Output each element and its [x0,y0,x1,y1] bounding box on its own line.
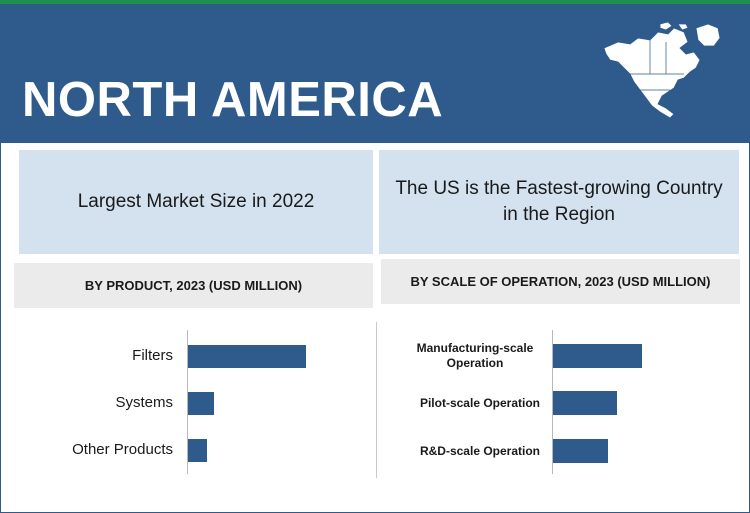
panel-divider [376,322,377,478]
region-header [0,4,750,143]
category-label: Pilot-scale Operation [419,395,540,410]
product-bar-chart: Filters Systems Other Products [0,330,376,478]
category-label: Manufacturing-scale Operation [416,341,534,370]
right-panel-heading: The US is the Fastest-growing Country in… [379,150,739,254]
category-label: Filters [132,347,173,364]
right-panel-subheading: BY SCALE OF OPERATION, 2023 (USD MILLION… [381,259,740,304]
scale-of-operation-bar-chart: Manufacturing-scale Operation Pilot-scale… [376,330,750,478]
bar [188,344,306,368]
left-subheading-text: BY PRODUCT, 2023 (USD MILLION) [84,278,303,293]
region-title: NORTH AMERICA [22,73,444,127]
right-subheading-text: BY SCALE OF OPERATION, 2023 (USD MILLION… [410,274,711,289]
left-panel-subheading: BY PRODUCT, 2023 (USD MILLION) [14,263,373,308]
chart-axis-line [187,330,188,474]
bar [188,391,214,415]
bar [553,391,617,415]
left-heading-text: Largest Market Size in 2022 [77,191,315,212]
top-accent-stripe [0,0,750,4]
bar [188,438,207,462]
category-label: Other Products [72,441,173,458]
bar [553,439,608,463]
right-heading-text: The US is the Fastest-growing Country in… [395,178,723,225]
chart-axis-line [552,330,553,474]
left-panel-heading: Largest Market Size in 2022 [19,150,373,254]
category-label: R&D-scale Operation [419,443,540,458]
category-label: Systems [115,394,173,411]
bar [553,344,642,368]
north-america-map-icon [603,22,721,119]
